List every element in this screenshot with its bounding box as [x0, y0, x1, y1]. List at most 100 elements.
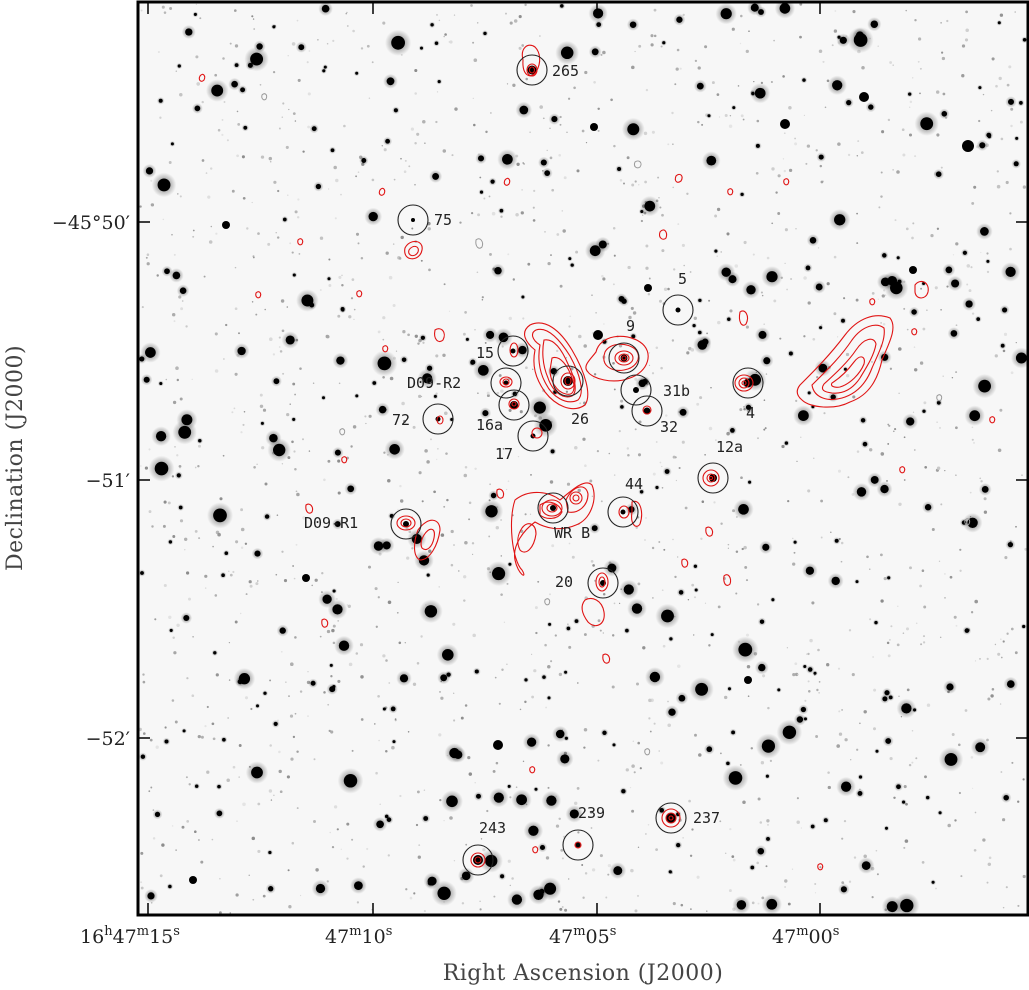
- faint-star: [430, 438, 432, 441]
- faint-star: [385, 750, 388, 753]
- faint-star: [661, 589, 664, 592]
- faint-star: [633, 771, 636, 774]
- faint-star: [1000, 771, 1003, 773]
- bright-star: [938, 811, 942, 815]
- faint-star: [385, 251, 389, 255]
- faint-star: [880, 322, 882, 324]
- bright-star: [158, 98, 163, 103]
- faint-star: [277, 189, 280, 193]
- faint-star: [595, 312, 597, 314]
- faint-star: [676, 48, 680, 52]
- bright-star: [273, 721, 278, 726]
- bright-star: [762, 543, 770, 551]
- bright-star: [154, 811, 161, 818]
- faint-star: [942, 375, 944, 377]
- label-d09-r2: D09-R2: [407, 374, 461, 392]
- faint-star: [826, 282, 830, 286]
- faint-star: [404, 159, 407, 162]
- bright-star: [698, 330, 702, 335]
- bright-star: [292, 417, 296, 421]
- bright-star: [596, 22, 602, 27]
- faint-star: [352, 425, 357, 429]
- faint-star: [496, 391, 500, 395]
- faint-star: [880, 171, 883, 174]
- faint-star: [964, 709, 968, 712]
- bright-star: [465, 337, 469, 341]
- label-17: 17: [495, 445, 513, 463]
- bright-star: [862, 441, 868, 447]
- bright-star: [268, 886, 274, 892]
- faint-star: [288, 905, 292, 909]
- faint-star: [337, 491, 341, 495]
- faint-star: [961, 44, 966, 48]
- bright-star: [424, 605, 438, 618]
- bright-star: [321, 4, 330, 13]
- faint-star: [534, 606, 538, 610]
- bright-star: [841, 318, 845, 323]
- faint-star: [272, 353, 276, 356]
- faint-star: [185, 325, 188, 328]
- faint-star: [338, 382, 341, 385]
- faint-star: [820, 180, 824, 184]
- faint-star: [994, 643, 997, 646]
- faint-star: [955, 242, 959, 246]
- faint-star: [488, 195, 491, 198]
- faint-star: [970, 756, 974, 759]
- faint-star: [418, 844, 421, 847]
- faint-star: [346, 604, 349, 606]
- faint-star: [971, 312, 975, 315]
- bright-star: [361, 158, 367, 163]
- faint-star: [448, 40, 451, 43]
- faint-star: [397, 508, 399, 511]
- faint-star: [238, 776, 240, 778]
- faint-star: [766, 819, 770, 823]
- faint-star: [631, 183, 635, 187]
- faint-star: [1010, 371, 1014, 375]
- label-15: 15: [476, 344, 494, 362]
- faint-star: [477, 392, 479, 395]
- faint-star: [352, 29, 355, 33]
- faint-star: [556, 582, 559, 586]
- label-239: 239: [578, 804, 605, 822]
- faint-star: [872, 656, 874, 658]
- faint-star: [841, 881, 845, 884]
- bright-star: [399, 674, 409, 683]
- faint-star: [631, 764, 635, 768]
- bright-star: [524, 678, 528, 682]
- faint-star: [179, 93, 183, 97]
- faint-star: [527, 262, 531, 266]
- faint-star: [941, 56, 946, 61]
- bright-star: [805, 566, 815, 575]
- faint-star: [637, 741, 640, 745]
- faint-star: [296, 807, 299, 810]
- bright-star: [669, 637, 673, 641]
- faint-star: [382, 316, 386, 320]
- faint-star: [683, 264, 685, 267]
- faint-star: [458, 570, 460, 572]
- faint-star: [613, 144, 616, 148]
- faint-star: [922, 635, 926, 638]
- faint-star: [357, 171, 360, 173]
- faint-star: [787, 902, 791, 906]
- bright-star: [945, 266, 953, 274]
- faint-star: [708, 299, 711, 302]
- faint-star: [341, 284, 344, 287]
- faint-star: [200, 860, 204, 864]
- source-star: [633, 387, 639, 393]
- faint-star: [720, 251, 722, 253]
- bright-star: [720, 8, 732, 20]
- faint-star: [151, 525, 154, 528]
- bright-star: [376, 820, 384, 829]
- faint-star: [817, 247, 820, 249]
- faint-star: [535, 631, 538, 635]
- faint-star: [634, 180, 637, 183]
- faint-star: [281, 550, 284, 553]
- faint-star: [934, 286, 938, 290]
- faint-star: [1017, 904, 1020, 907]
- faint-star: [837, 336, 839, 338]
- faint-star: [269, 744, 272, 747]
- faint-star: [291, 440, 294, 444]
- faint-star: [583, 633, 587, 637]
- faint-star: [551, 544, 555, 548]
- faint-star: [753, 80, 755, 83]
